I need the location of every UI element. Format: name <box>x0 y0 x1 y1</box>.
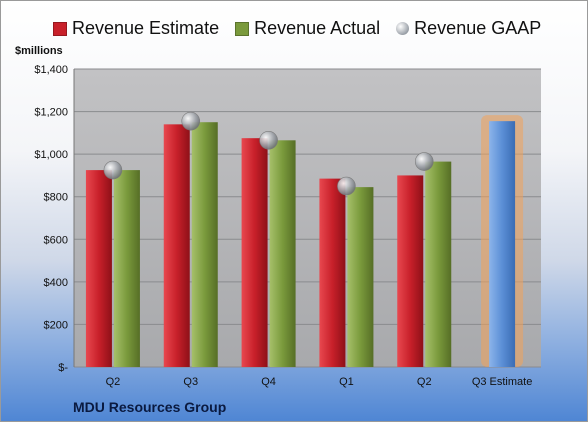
x-tick-label: Q3 <box>183 376 198 388</box>
x-tick-label: Q2 <box>417 376 432 388</box>
bar-revenue-actual <box>269 140 296 367</box>
legend-swatch-gaap <box>396 22 410 35</box>
bar-revenue-estimate <box>85 170 112 367</box>
bar-revenue-actual <box>113 170 140 367</box>
legend-label-actual: Revenue Actual <box>254 18 381 38</box>
plot-background <box>74 69 541 367</box>
y-tick-label: $800 <box>44 192 68 204</box>
y-tick-label: $1,200 <box>34 107 68 119</box>
legend-swatch-estimate <box>53 21 67 36</box>
x-tick-label: Q2 <box>106 376 121 388</box>
legend-label-gaap: Revenue GAAP <box>414 18 542 38</box>
y-tick-label: $1,000 <box>34 149 68 161</box>
bar-q3-estimate <box>489 121 516 368</box>
marker-revenue-gaap <box>103 160 123 180</box>
y-tick-label: $- <box>58 362 68 374</box>
bar-revenue-actual <box>425 161 452 367</box>
bar-revenue-estimate <box>241 138 268 367</box>
company-name: MDU Resources Group <box>73 399 227 415</box>
y-axis-units: $millions <box>15 45 63 57</box>
bar-revenue-estimate <box>319 178 346 367</box>
marker-revenue-gaap <box>337 176 356 196</box>
bar-revenue-estimate <box>163 124 190 367</box>
marker-revenue-gaap <box>259 131 278 150</box>
marker-revenue-gaap <box>181 111 201 131</box>
legend-swatch-actual <box>235 21 250 36</box>
y-tick-label: $400 <box>44 277 68 289</box>
bar-revenue-estimate <box>397 175 424 367</box>
x-tick-label: Q1 <box>339 376 354 388</box>
legend-item-actual: Revenue Actual <box>235 18 380 39</box>
legend: Revenue Estimate Revenue Actual Revenue … <box>53 18 541 39</box>
legend-item-gaap: Revenue GAAP <box>396 18 541 39</box>
y-tick-label: $1,400 <box>34 64 68 76</box>
x-tick-label: Q3 Estimate <box>472 376 533 388</box>
bar-revenue-actual <box>347 187 374 367</box>
y-tick-label: $600 <box>44 234 68 246</box>
legend-item-estimate: Revenue Estimate <box>53 18 219 39</box>
x-tick-label: Q4 <box>261 376 276 388</box>
y-tick-label: $200 <box>44 319 68 331</box>
bar-revenue-actual <box>191 122 218 367</box>
legend-label-estimate: Revenue Estimate <box>72 18 220 38</box>
marker-revenue-gaap <box>414 152 434 171</box>
